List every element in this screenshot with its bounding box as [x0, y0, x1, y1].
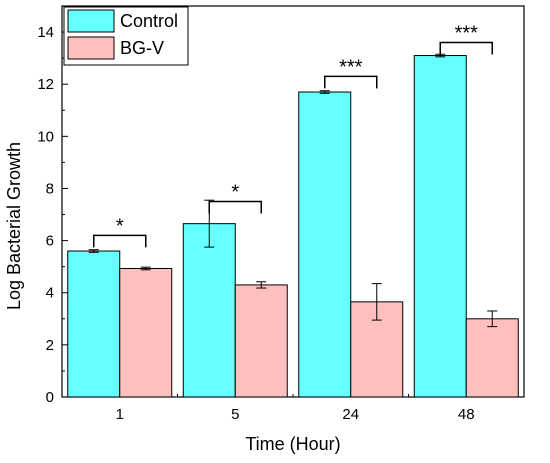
y-tick-label: 0: [46, 389, 54, 406]
significance-label: *: [231, 182, 239, 204]
x-axis-ticks: 1 5 24 48: [61, 391, 525, 423]
x-axis-title: Time (Hour): [245, 434, 340, 454]
legend-swatch-control: [67, 9, 115, 33]
y-tick-label: 8: [46, 180, 54, 197]
y-tick-label: 12: [37, 76, 54, 93]
x-tick-label: 5: [231, 406, 239, 423]
y-tick-label: 10: [37, 128, 54, 145]
bar-control-48: [413, 55, 467, 398]
error-bars: [88, 53, 498, 328]
x-tick-label: 1: [116, 406, 124, 423]
bar-control-1: [67, 250, 121, 398]
significance-label: ***: [455, 22, 479, 44]
y-tick-label: 14: [37, 24, 54, 41]
significance-bracket: [93, 234, 147, 248]
significance-bracket: [439, 41, 493, 55]
y-axis-title: Log Bacterial Growth: [4, 142, 24, 310]
legend: Control BG-V: [63, 6, 189, 66]
significance-label: ***: [339, 56, 363, 78]
bar-bg-v-48: [465, 318, 519, 398]
legend-swatch-bg-v: [67, 36, 115, 60]
bars: [67, 55, 519, 398]
y-tick-label: 2: [46, 337, 54, 354]
significance-brackets: ********: [93, 22, 493, 248]
x-tick-label: 48: [458, 406, 475, 423]
x-tick-label: 24: [342, 406, 359, 423]
legend-label-bg-v: BG-V: [120, 38, 164, 58]
bar-bg-v-5: [234, 284, 288, 398]
significance-bracket: [208, 200, 262, 214]
y-tick-label: 6: [46, 233, 54, 250]
significance-label: *: [116, 215, 124, 237]
bar-bg-v-1: [119, 267, 173, 398]
bar-control-5: [182, 223, 236, 398]
bar-control-24: [298, 91, 352, 398]
significance-bracket: [324, 75, 378, 89]
y-tick-label: 4: [46, 285, 54, 302]
y-axis-ticks: 0 2 4 6 8 10 12 14: [37, 24, 68, 406]
legend-label-control: Control: [120, 11, 178, 31]
